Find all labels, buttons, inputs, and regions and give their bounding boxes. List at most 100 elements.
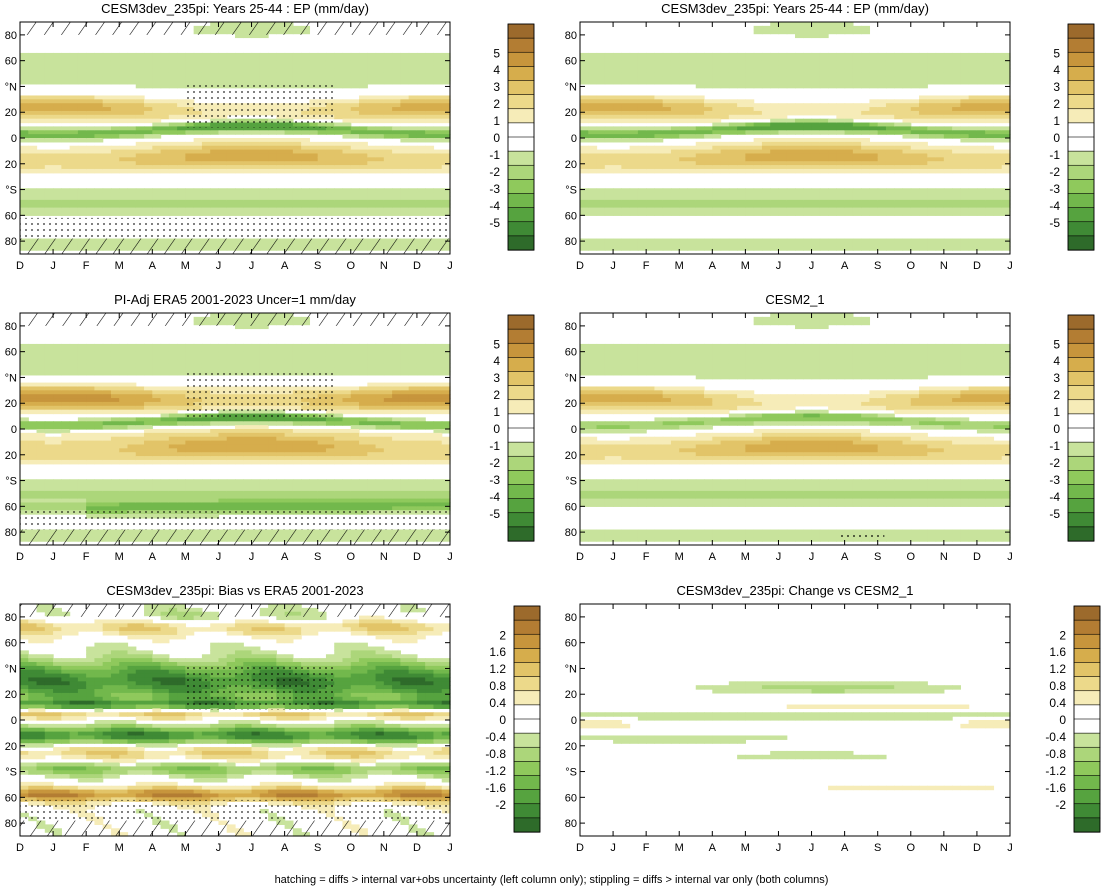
contour-cell — [94, 351, 104, 357]
contour-cell — [803, 238, 813, 243]
contour-cell — [416, 72, 426, 77]
contour-cell — [359, 134, 368, 139]
contour-cell — [662, 107, 672, 112]
contour-cell — [292, 64, 302, 69]
contour-cell — [943, 60, 953, 66]
contour-cell — [28, 490, 38, 496]
contour-cell — [325, 165, 335, 170]
contour-cell — [819, 199, 829, 205]
contour-cell — [342, 157, 352, 162]
contour-cell — [621, 199, 631, 205]
contour-cell — [110, 371, 120, 376]
contour-cell — [168, 502, 178, 507]
contour-cell — [861, 114, 871, 120]
contour-cell — [778, 68, 788, 73]
contour-cell — [317, 64, 327, 69]
contour-cell — [309, 196, 319, 201]
contour-cell — [160, 386, 170, 391]
contour-cell — [637, 56, 647, 62]
contour-cell — [629, 238, 639, 243]
contour-cell — [885, 60, 895, 66]
contour-cell — [20, 134, 29, 139]
contour-cell — [292, 153, 302, 158]
contour-cell — [28, 390, 38, 395]
contour-cell — [218, 130, 228, 135]
contour-cell — [819, 76, 829, 81]
contour-cell — [919, 118, 928, 124]
contour-cell — [408, 80, 418, 85]
contour-cell — [301, 165, 311, 170]
contour-cell — [201, 452, 211, 457]
contour-cell — [135, 114, 145, 120]
contour-cell — [441, 168, 451, 174]
contour-cell — [844, 56, 854, 62]
contour-cell — [795, 211, 804, 216]
contour-cell — [69, 199, 79, 205]
contour-cell — [869, 192, 879, 197]
contour-cell — [720, 60, 730, 66]
contour-cell — [53, 126, 62, 131]
contour-cell — [861, 29, 871, 35]
contour-cell — [309, 199, 319, 205]
contour-cell — [20, 401, 29, 407]
contour-cell — [359, 168, 368, 174]
contour-cell — [144, 168, 153, 174]
contour-cell — [325, 196, 335, 201]
contour-cell — [613, 153, 622, 158]
contour-cell — [94, 95, 104, 100]
y-tick-label: 20 — [565, 107, 577, 119]
contour-cell — [637, 157, 647, 162]
contour-cell — [177, 203, 186, 209]
contour-cell — [276, 199, 286, 205]
contour-cell — [36, 199, 46, 205]
contour-cell — [400, 203, 410, 209]
contour-cell — [210, 196, 220, 201]
contour-cell — [596, 107, 606, 112]
contour-cell — [985, 107, 995, 112]
contour-cell — [704, 246, 713, 251]
contour-cell — [127, 118, 137, 124]
contour-cell — [135, 130, 145, 135]
contour-cell — [877, 110, 887, 116]
contour-cell — [679, 188, 689, 193]
contour-cell — [102, 52, 112, 58]
contour-cell — [152, 110, 162, 116]
contour-cell — [94, 126, 104, 131]
contour-cell — [276, 192, 286, 197]
contour-cell — [745, 72, 755, 77]
contour-cell — [160, 436, 170, 442]
contour-cell — [110, 114, 120, 120]
contour-cell — [400, 145, 410, 151]
contour-cell — [94, 130, 104, 135]
contour-cell — [704, 157, 713, 162]
contour-cell — [687, 149, 697, 155]
contour-cell — [786, 122, 796, 127]
contour-cell — [588, 168, 598, 174]
contour-cell — [135, 161, 145, 166]
contour-cell — [704, 196, 713, 201]
contour-cell — [695, 83, 705, 89]
contour-cell — [61, 456, 71, 461]
contour-cell — [292, 72, 302, 77]
contour-cell — [596, 95, 606, 100]
contour-cell — [243, 72, 253, 77]
contour-cell — [77, 76, 87, 81]
contour-cell — [210, 456, 220, 461]
contour-cell — [36, 203, 46, 209]
contour-cell — [177, 72, 186, 77]
contour-cell — [284, 207, 294, 213]
contour-cell — [869, 83, 879, 89]
contour-cell — [778, 22, 788, 27]
contour-cell — [712, 203, 722, 209]
contour-cell — [185, 479, 195, 484]
contour-cell — [185, 367, 195, 372]
contour-cell — [919, 110, 928, 116]
contour-cell — [695, 242, 705, 247]
contour-cell — [193, 429, 203, 434]
contour-cell — [687, 153, 697, 158]
contour-cell — [416, 145, 426, 151]
contour-cell — [375, 157, 385, 162]
contour-cell — [28, 126, 38, 131]
contour-cell — [654, 168, 664, 174]
contour-cell — [704, 107, 713, 112]
